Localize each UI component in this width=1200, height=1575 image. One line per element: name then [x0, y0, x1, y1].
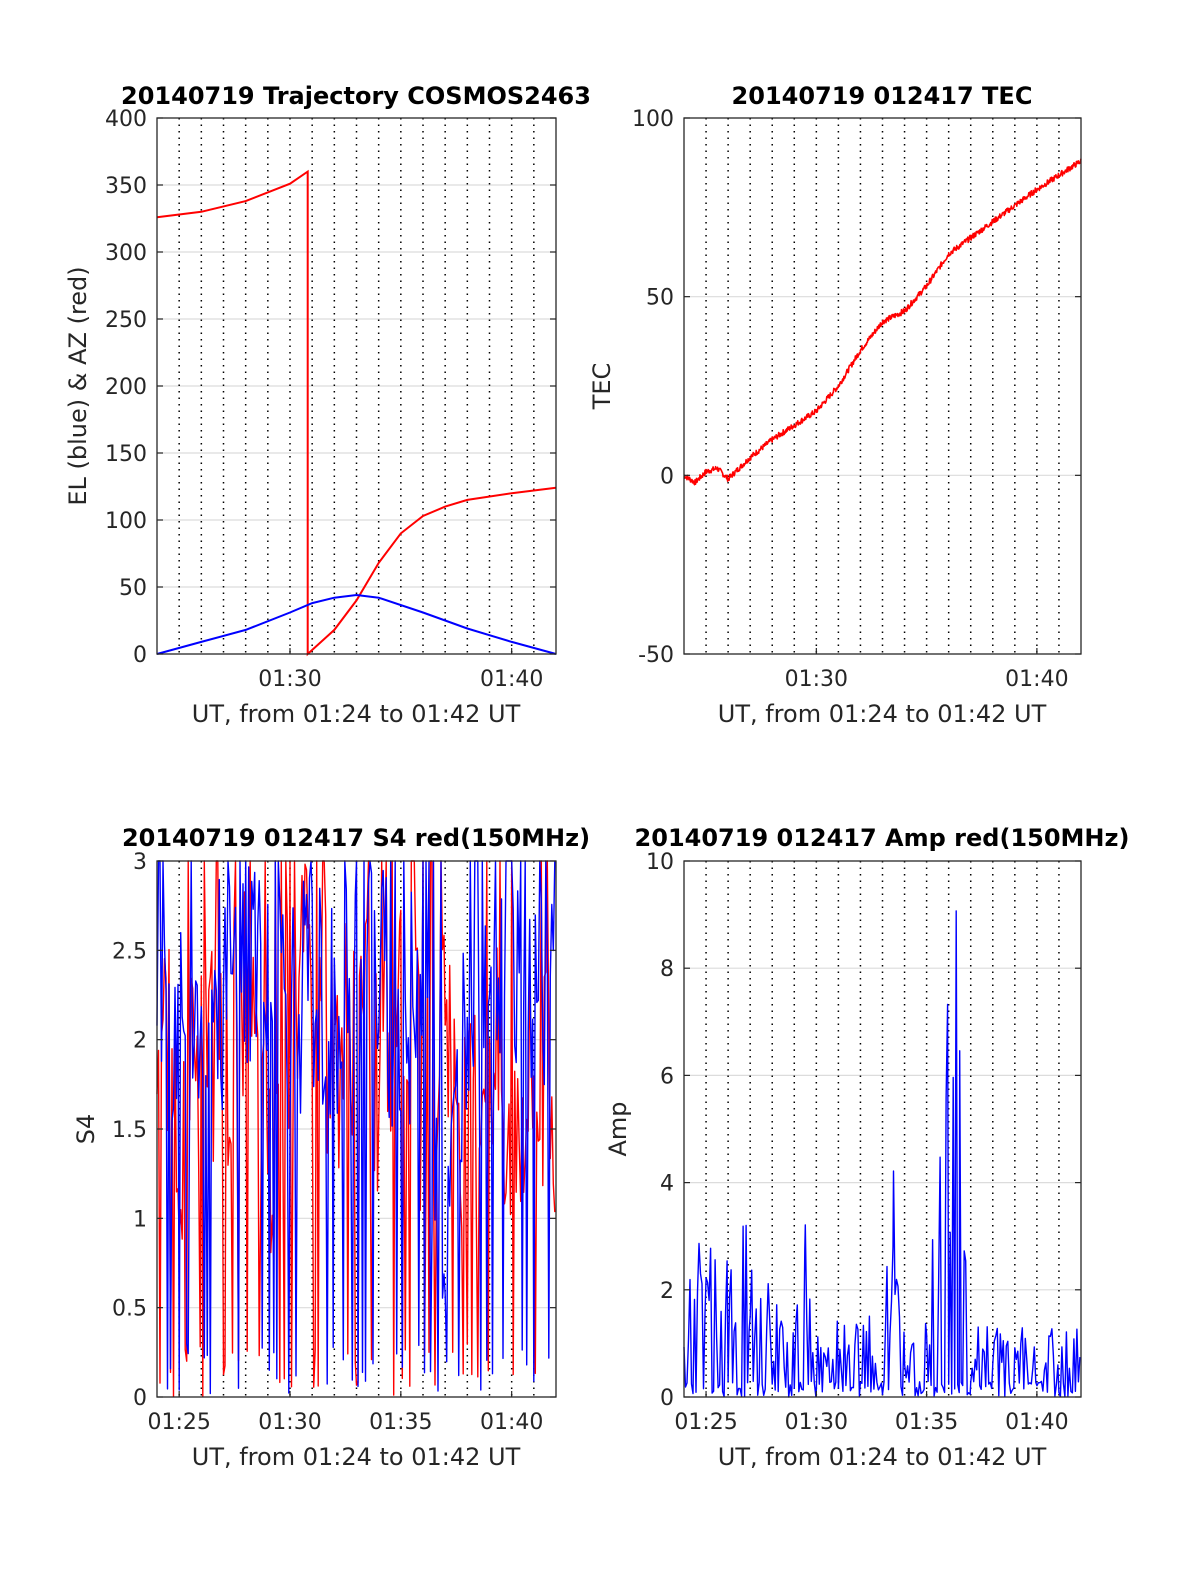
- s4-xtick-label: 01:35: [369, 1410, 432, 1435]
- amp-panel: 0 2 4 6 8 10 01:25 01:30 01:35 01:40 20140719 012…: [604, 824, 1129, 1471]
- amp-xtick-label: 01:35: [895, 1410, 958, 1435]
- s4-ytick-label: 1.5: [112, 1118, 147, 1143]
- trajectory-ytick-label: 400: [105, 107, 147, 132]
- s4-ylabel: S4: [72, 1114, 100, 1145]
- s4-ytick-label: 0: [133, 1386, 147, 1411]
- trajectory-ytick-label: 150: [105, 442, 147, 467]
- trajectory-ytick-label: 100: [105, 509, 147, 534]
- amp-ytick-label: 2: [660, 1279, 674, 1304]
- tec-xtick-label: 01:40: [1005, 667, 1068, 692]
- s4-series-1: [156, 860, 556, 1395]
- tec-series-0: [683, 158, 1082, 486]
- amp-xtick-label: 01:30: [785, 1410, 848, 1435]
- amp-ylabel: Amp: [604, 1101, 632, 1156]
- trajectory-ytick-label: 200: [105, 375, 147, 400]
- tec-ytick-label: 0: [660, 464, 674, 489]
- trajectory-xtick-label: 01:40: [480, 667, 543, 692]
- amp-series-0: [683, 910, 1081, 1398]
- s4-xtick-label: 01:25: [147, 1410, 210, 1435]
- trajectory-ytick-label: 0: [133, 643, 147, 668]
- amp-title: 20140719 012417 Amp red(150MHz): [635, 824, 1130, 852]
- tec-xlabel: UT, from 01:24 to 01:42 UT: [718, 700, 1047, 728]
- tec-ylabel: TEC: [588, 363, 616, 411]
- amp-ytick-label: 8: [660, 957, 674, 982]
- amp-axes-box: [683, 860, 1082, 1398]
- tec-xtick-label: 01:30: [785, 667, 848, 692]
- s4-xtick-label: 01:30: [258, 1410, 321, 1435]
- s4-panel: 0 0.5 1 1.5 2 2.5 3 01:25 01:30 01:35 01:40 201407…: [72, 824, 590, 1471]
- s4-xlabel: UT, from 01:24 to 01:42 UT: [192, 1443, 521, 1471]
- s4-ytick-label: 0.5: [112, 1297, 147, 1322]
- tec-ytick-label: 100: [632, 107, 674, 132]
- s4-axes-box: [156, 860, 557, 1398]
- trajectory-series-0: [156, 169, 557, 657]
- trajectory-panel: 0 50 100 150 200 250 300 350 400 01:30 01:40 20140…: [64, 82, 591, 728]
- trajectory-xtick-label: 01:30: [258, 667, 321, 692]
- s4-ytick-label: 2: [133, 1029, 147, 1054]
- amp-xlabel: UT, from 01:24 to 01:42 UT: [718, 1443, 1047, 1471]
- trajectory-ytick-label: 350: [105, 174, 147, 199]
- s4-ytick-label: 3: [133, 850, 147, 875]
- tec-title: 20140719 012417 TEC: [732, 82, 1033, 110]
- s4-title: 20140719 012417 S4 red(150MHz): [122, 824, 590, 852]
- amp-ytick-label: 6: [660, 1064, 674, 1089]
- amp-ytick-label: 4: [660, 1172, 674, 1197]
- trajectory-xlabel: UT, from 01:24 to 01:42 UT: [192, 700, 521, 728]
- s4-ytick-label: 1: [133, 1207, 147, 1232]
- trajectory-title: 20140719 Trajectory COSMOS2463: [121, 82, 591, 110]
- trajectory-ytick-label: 300: [105, 241, 147, 266]
- s4-series-0: [156, 860, 556, 1398]
- trajectory-ytick-label: 250: [105, 308, 147, 333]
- tec-axes-box: [683, 117, 1082, 655]
- s4-ytick-label: 2.5: [112, 939, 147, 964]
- amp-ytick-label: 10: [646, 850, 674, 875]
- tec-ytick-label: 50: [646, 286, 674, 311]
- trajectory-ylabel: EL (blue) & AZ (red): [64, 266, 92, 505]
- amp-xtick-label: 01:40: [1005, 1410, 1068, 1435]
- trajectory-ytick-label: 50: [119, 576, 147, 601]
- s4-xtick-label: 01:40: [480, 1410, 543, 1435]
- trajectory-axes-box: [156, 117, 557, 655]
- amp-ytick-label: 0: [660, 1386, 674, 1411]
- trajectory-series-1: [156, 593, 557, 655]
- tec-ytick-label: -50: [638, 643, 674, 668]
- amp-xtick-label: 01:25: [674, 1410, 737, 1435]
